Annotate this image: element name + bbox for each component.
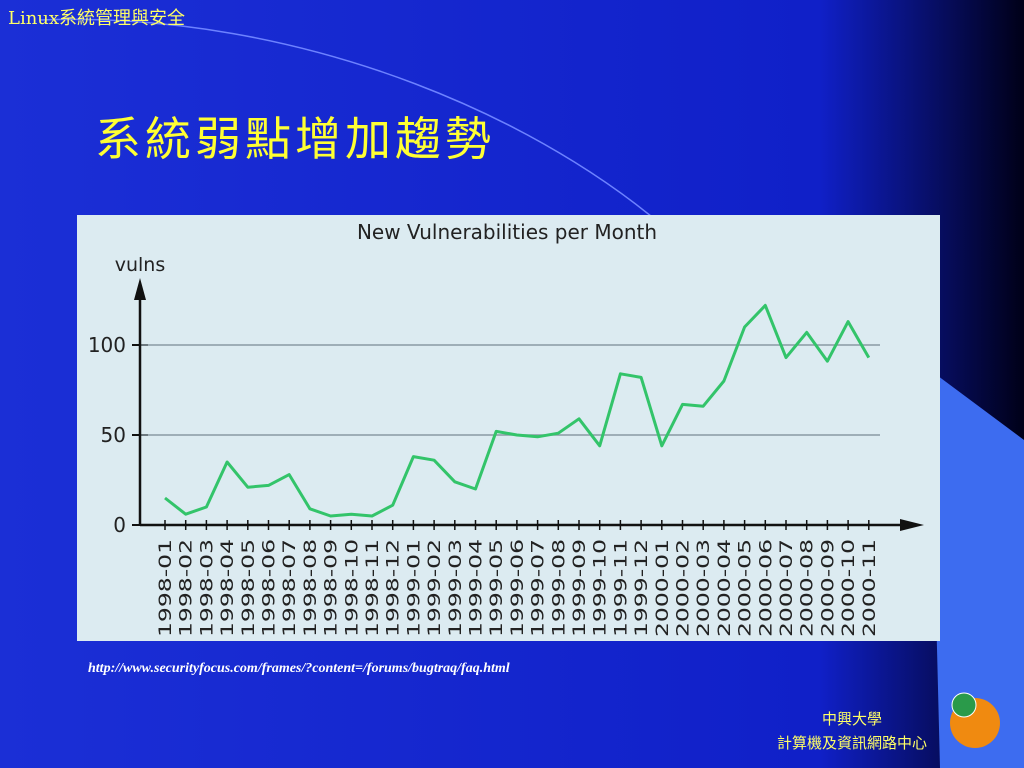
y-axis-label: vulns xyxy=(115,254,166,276)
x-tick-label: 2000-09 xyxy=(818,539,838,637)
x-tick-label: 2000-04 xyxy=(715,539,735,637)
x-tick-label: 1999-04 xyxy=(467,539,487,637)
header: Linux系統管理與安全 xyxy=(8,8,185,29)
data-line xyxy=(164,303,871,518)
x-tick-label: 2000-06 xyxy=(756,539,776,637)
x-tick-label: 2000-11 xyxy=(860,539,880,637)
x-tick-label: 1999-07 xyxy=(529,539,549,637)
x-tick-label: 1998-08 xyxy=(301,539,321,637)
x-tick-label: 2000-02 xyxy=(674,539,694,637)
x-tick-label: 1999-01 xyxy=(404,539,424,637)
x-tick-label: 2000-10 xyxy=(839,539,859,637)
x-tick-label: 1999-10 xyxy=(591,539,611,637)
x-tick-label: 1998-11 xyxy=(363,539,383,637)
x-tick-label: 2000-08 xyxy=(798,539,818,637)
x-tick-label: 2000-01 xyxy=(653,539,673,637)
decor-swoosh xyxy=(39,18,701,261)
x-tick-label: 2000-03 xyxy=(694,539,714,637)
x-tick-label: 1998-10 xyxy=(342,539,362,637)
x-tick-label: 1999-03 xyxy=(446,539,466,637)
source-url: http://www.securityfocus.com/frames/?con… xyxy=(88,661,510,676)
x-tick-label: 1998-07 xyxy=(280,539,300,637)
x-tick-label: 1998-09 xyxy=(322,539,342,637)
footer-line: 中興大學 xyxy=(822,710,882,728)
chart-title: New Vulnerabilities per Month xyxy=(357,220,657,244)
logo-globe xyxy=(951,692,977,718)
y-tick-label: 0 xyxy=(113,513,126,537)
y-axis-arrow xyxy=(134,278,146,300)
x-tick-label: 2000-05 xyxy=(736,539,756,637)
slide-title: 系統弱點增加趨勢 xyxy=(95,112,495,166)
x-tick-label: 1998-05 xyxy=(239,539,259,637)
x-tick-label: 1998-02 xyxy=(177,539,197,637)
y-tick-label: 50 xyxy=(101,423,126,447)
x-tick-label: 2000-07 xyxy=(777,539,797,637)
x-tick-label: 1999-09 xyxy=(570,539,590,637)
x-tick-label: 1998-04 xyxy=(218,539,238,637)
x-tick-label: 1999-05 xyxy=(487,539,507,637)
x-tick-label: 1999-11 xyxy=(611,539,631,637)
x-tick-label: 1998-01 xyxy=(156,539,176,637)
footer-line: 計算機及資訊網路中心 xyxy=(777,734,927,752)
x-axis-arrow xyxy=(900,519,924,531)
decor-triangle xyxy=(930,370,1024,768)
x-tick-label: 1999-06 xyxy=(508,539,528,637)
chart-panel xyxy=(77,215,940,641)
x-tick-label: 1998-03 xyxy=(197,539,217,637)
x-tick-label: 1999-12 xyxy=(632,539,652,637)
x-tick-label: 1999-02 xyxy=(425,539,445,637)
x-tick-label: 1998-12 xyxy=(384,539,404,637)
x-tick-label: 1999-08 xyxy=(549,539,569,637)
x-tick-label: 1998-06 xyxy=(260,539,280,637)
y-tick-label: 100 xyxy=(88,333,126,357)
